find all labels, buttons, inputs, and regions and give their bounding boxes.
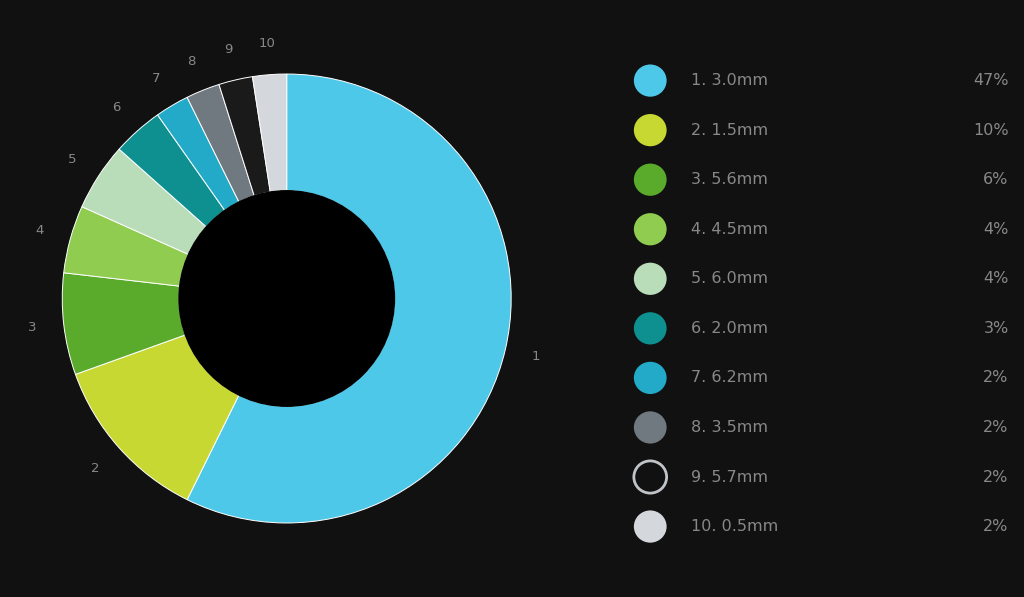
- Text: 6. 2.0mm: 6. 2.0mm: [691, 321, 768, 336]
- Text: 2%: 2%: [983, 519, 1009, 534]
- Text: 4%: 4%: [983, 221, 1009, 237]
- Text: 3: 3: [29, 321, 37, 334]
- Wedge shape: [76, 335, 239, 500]
- Wedge shape: [187, 74, 511, 523]
- Wedge shape: [158, 97, 239, 210]
- Wedge shape: [63, 207, 188, 286]
- Wedge shape: [119, 115, 224, 227]
- Text: 10. 0.5mm: 10. 0.5mm: [691, 519, 778, 534]
- Text: 10: 10: [259, 37, 275, 50]
- Text: 8: 8: [186, 55, 196, 67]
- Text: 10%: 10%: [973, 122, 1009, 138]
- Wedge shape: [62, 273, 185, 374]
- Text: 1. 3.0mm: 1. 3.0mm: [691, 73, 768, 88]
- Wedge shape: [219, 76, 270, 196]
- Text: 7. 6.2mm: 7. 6.2mm: [691, 370, 768, 386]
- Text: 2%: 2%: [983, 469, 1009, 485]
- Text: 2: 2: [91, 462, 100, 475]
- Text: 5. 6.0mm: 5. 6.0mm: [691, 271, 768, 287]
- Wedge shape: [82, 149, 206, 254]
- Text: 3. 5.6mm: 3. 5.6mm: [691, 172, 768, 187]
- Wedge shape: [253, 74, 287, 192]
- Text: 2%: 2%: [983, 370, 1009, 386]
- Text: 9. 5.7mm: 9. 5.7mm: [691, 469, 768, 485]
- Text: 4%: 4%: [983, 271, 1009, 287]
- Text: 47%: 47%: [973, 73, 1009, 88]
- Text: 3%: 3%: [983, 321, 1009, 336]
- Text: 2. 1.5mm: 2. 1.5mm: [691, 122, 768, 138]
- Text: 9: 9: [224, 43, 232, 56]
- Text: 7: 7: [152, 72, 160, 85]
- Text: 2%: 2%: [983, 420, 1009, 435]
- Text: 8. 3.5mm: 8. 3.5mm: [691, 420, 768, 435]
- Text: 1: 1: [531, 350, 540, 364]
- Text: 6%: 6%: [983, 172, 1009, 187]
- Text: 6: 6: [113, 101, 121, 114]
- Circle shape: [179, 191, 394, 406]
- Text: 5: 5: [68, 153, 76, 166]
- Text: 4. 4.5mm: 4. 4.5mm: [691, 221, 768, 237]
- Text: 4: 4: [36, 224, 44, 237]
- Wedge shape: [187, 85, 254, 202]
